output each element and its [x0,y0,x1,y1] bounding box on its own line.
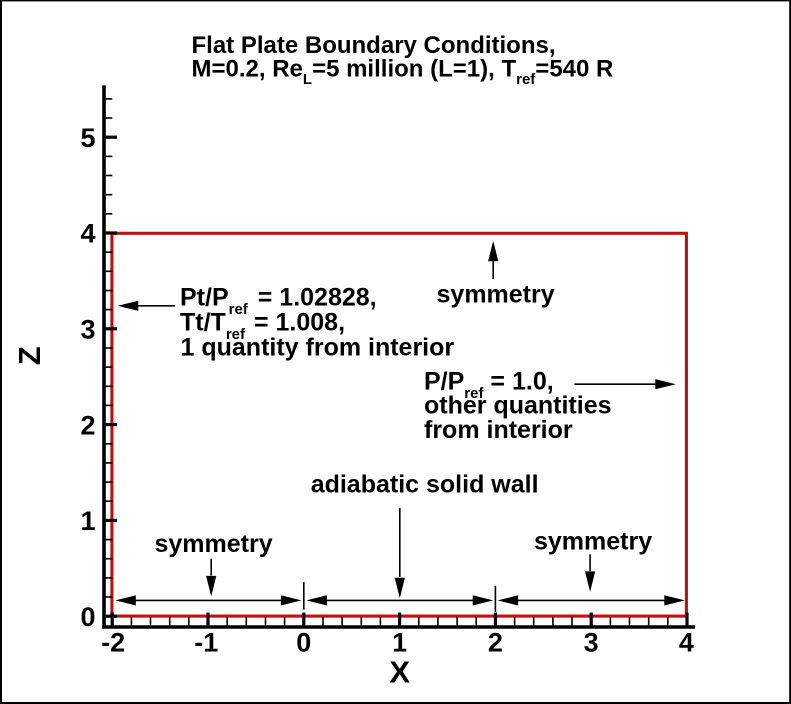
svg-text:X: X [389,655,410,690]
svg-text:from interior: from interior [424,416,573,444]
svg-text:P/Pref = 1.0,: P/Pref = 1.0, [424,368,554,403]
svg-text:1: 1 [80,506,95,536]
svg-text:4: 4 [80,219,95,249]
svg-text:3: 3 [584,628,599,658]
svg-text:Flat Plate Boundary Conditions: Flat Plate Boundary Conditions, [192,32,556,59]
svg-text:1 quantity from interior: 1 quantity from interior [181,334,455,362]
svg-text:Pt/Pref = 1.02828,: Pt/Pref = 1.02828, [180,284,377,319]
svg-text:5: 5 [80,123,95,153]
svg-text:symmetry: symmetry [155,530,273,558]
svg-text:M=0.2, ReL=5 million (L=1), Tr: M=0.2, ReL=5 million (L=1), Tref=540 R [192,56,614,89]
svg-text:1: 1 [392,628,407,658]
svg-text:-1: -1 [194,628,218,658]
svg-text:2: 2 [488,628,503,658]
svg-text:symmetry: symmetry [437,280,555,308]
svg-text:other quantities: other quantities [424,392,612,420]
svg-text:0: 0 [80,602,95,632]
svg-text:2: 2 [80,410,95,440]
svg-text:3: 3 [80,315,95,345]
svg-text:symmetry: symmetry [534,528,652,556]
svg-text:adiabatic solid wall: adiabatic solid wall [311,470,539,498]
svg-text:0: 0 [296,628,311,658]
svg-text:-2: -2 [101,628,125,658]
svg-text:4: 4 [679,628,694,658]
svg-text:Z: Z [12,346,47,365]
svg-text:Tt/Tref = 1.008,: Tt/Tref = 1.008, [180,308,345,343]
